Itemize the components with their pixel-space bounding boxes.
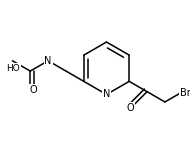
Text: N: N xyxy=(103,89,110,100)
Text: O: O xyxy=(29,85,37,94)
Text: Br: Br xyxy=(180,88,190,98)
Text: N: N xyxy=(44,56,52,66)
Text: HO: HO xyxy=(6,64,20,73)
Text: O: O xyxy=(127,103,135,113)
